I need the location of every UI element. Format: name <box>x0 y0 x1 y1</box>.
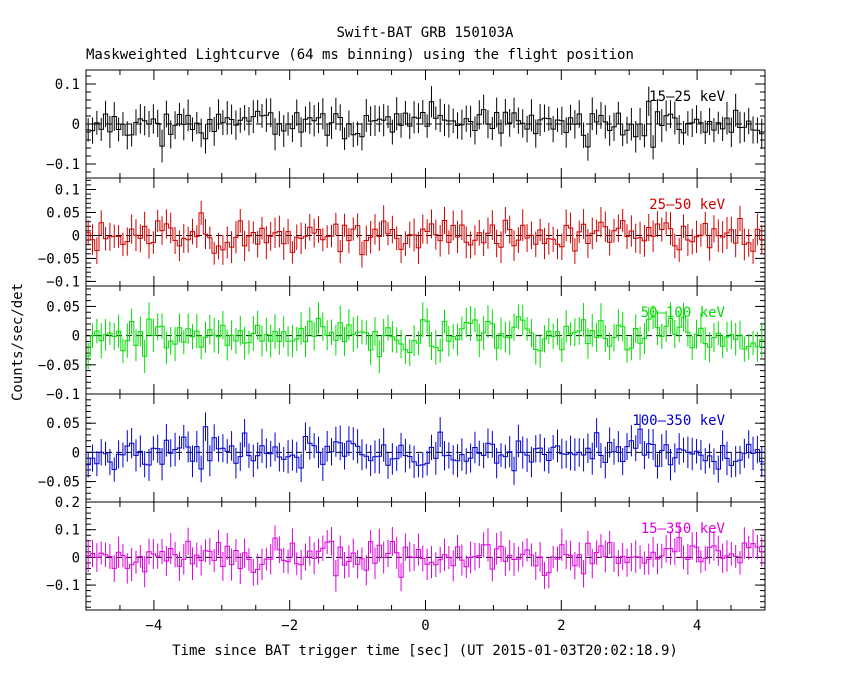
lightcurve-line <box>86 426 764 472</box>
panel-15-350-kev: −0.1 0 0.1 0.2 15–350 keV <box>46 495 766 611</box>
x-tick-label: −2 <box>281 618 298 634</box>
x-axis-label: Time since BAT trigger time [sec] (UT 20… <box>172 643 678 659</box>
x-tick-label: 2 <box>557 618 565 634</box>
y-tick-label: 0.1 <box>55 182 80 198</box>
y-tick-label: 0.1 <box>55 523 80 539</box>
x-tick-label: −4 <box>145 618 162 634</box>
panel-100-350-kev: −0.05 0 0.05 100–350 keV <box>38 393 766 503</box>
y-tick-label: 0 <box>72 228 80 244</box>
energy-band-label: 15–25 keV <box>649 89 725 105</box>
chart-title: Swift-BAT GRB 150103A <box>336 25 514 41</box>
panel-25-50-kev: −0.1 −0.05 0 0.05 0.1 25–50 keV <box>38 177 766 290</box>
y-tick-label: −0.05 <box>38 358 80 374</box>
energy-band-label: 15–350 keV <box>641 521 726 537</box>
lightcurve-line <box>86 212 764 256</box>
lightcurve-line <box>86 100 764 148</box>
y-tick-label: −0.1 <box>46 274 80 290</box>
chart-subtitle: Maskweighted Lightcurve (64 ms binning) … <box>86 47 634 63</box>
y-tick-label: −0.05 <box>38 475 80 491</box>
energy-band-label: 50–100 keV <box>641 305 726 321</box>
energy-band-label: 25–50 keV <box>649 197 725 213</box>
panel-50-100-kev: −0.1 −0.05 0 0.05 50–100 keV <box>38 285 766 403</box>
y-tick-label: 0.05 <box>46 416 80 432</box>
energy-band-label: 100–350 keV <box>632 413 725 429</box>
y-tick-label: −0.1 <box>46 578 80 594</box>
y-tick-label: −0.1 <box>46 157 80 173</box>
y-tick-label: 0.1 <box>55 77 80 93</box>
y-tick-label: 0 <box>72 550 80 566</box>
y-tick-label: 0.2 <box>55 495 80 511</box>
lightcurve-line <box>86 316 764 358</box>
y-tick-label: −0.1 <box>46 387 80 403</box>
x-tick-label: 0 <box>421 618 429 634</box>
lightcurve-line <box>86 537 764 578</box>
y-tick-label: 0 <box>72 445 80 461</box>
x-tick-label: 4 <box>693 618 701 634</box>
y-tick-label: 0 <box>72 117 80 133</box>
y-tick-label: 0.05 <box>46 299 80 315</box>
y-tick-label: 0 <box>72 329 80 345</box>
y-axis-label: Counts/sec/det <box>10 283 26 401</box>
y-tick-label: −0.05 <box>38 251 80 267</box>
panel-15-25-kev: −0.1 0 0.1 15–25 keV <box>46 69 766 179</box>
panels-group: −0.1 0 0.1 15–25 keV −0.1 −0.05 0 0.05 0.1 25–50 … <box>38 69 766 634</box>
y-tick-label: 0.05 <box>46 205 80 221</box>
